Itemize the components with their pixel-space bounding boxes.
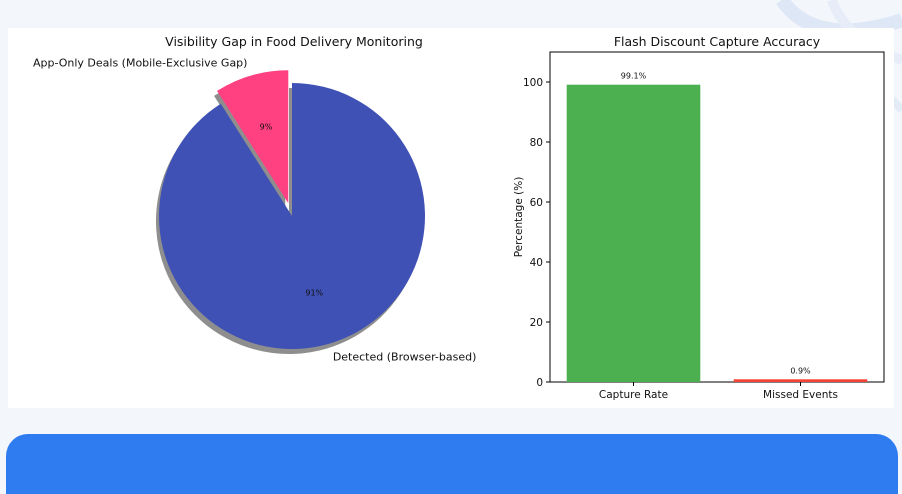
y-tick-label: 60 — [530, 197, 543, 209]
chart-panel: Visibility Gap in Food Delivery Monitori… — [8, 28, 894, 408]
y-tick-label: 100 — [523, 77, 543, 89]
y-tick-label: 40 — [530, 257, 543, 269]
y-tick-label: 20 — [530, 317, 543, 329]
pie-label-detected: Detected (Browser-based) — [333, 350, 477, 363]
bar-capture-rate-value-label: 99.1% — [621, 72, 647, 81]
pie-slice-detected — [159, 83, 426, 349]
bar-title: Flash Discount Capture Accuracy — [614, 34, 821, 49]
y-tick-label: 80 — [530, 137, 543, 149]
bar-missed-events — [733, 379, 868, 382]
x-tick-label: Capture Rate — [599, 389, 668, 401]
pie-title: Visibility Gap in Food Delivery Monitori… — [165, 34, 423, 49]
pie-chart: Visibility Gap in Food Delivery Monitori… — [33, 34, 476, 363]
footer-banner — [6, 434, 898, 494]
pie-label-app-only: App-Only Deals (Mobile-Exclusive Gap) — [33, 57, 248, 70]
bar-chart: Flash Discount Capture Accuracy Percenta… — [513, 34, 885, 401]
y-tick-label: 0 — [536, 377, 543, 389]
bar-plot-frame — [549, 51, 885, 383]
y-axis-label: Percentage (%) — [513, 177, 525, 258]
x-tick-label: Missed Events — [763, 389, 838, 401]
bar-capture-rate — [566, 84, 701, 382]
pie-slice-app-only — [217, 70, 289, 204]
chart-canvas: Visibility Gap in Food Delivery Monitori… — [33, 34, 885, 401]
pie-pct-label-app-only: 9% — [260, 123, 273, 132]
pie-pct-label-detected: 91% — [305, 289, 323, 298]
bar-missed-events-value-label: 0.9% — [790, 366, 811, 375]
